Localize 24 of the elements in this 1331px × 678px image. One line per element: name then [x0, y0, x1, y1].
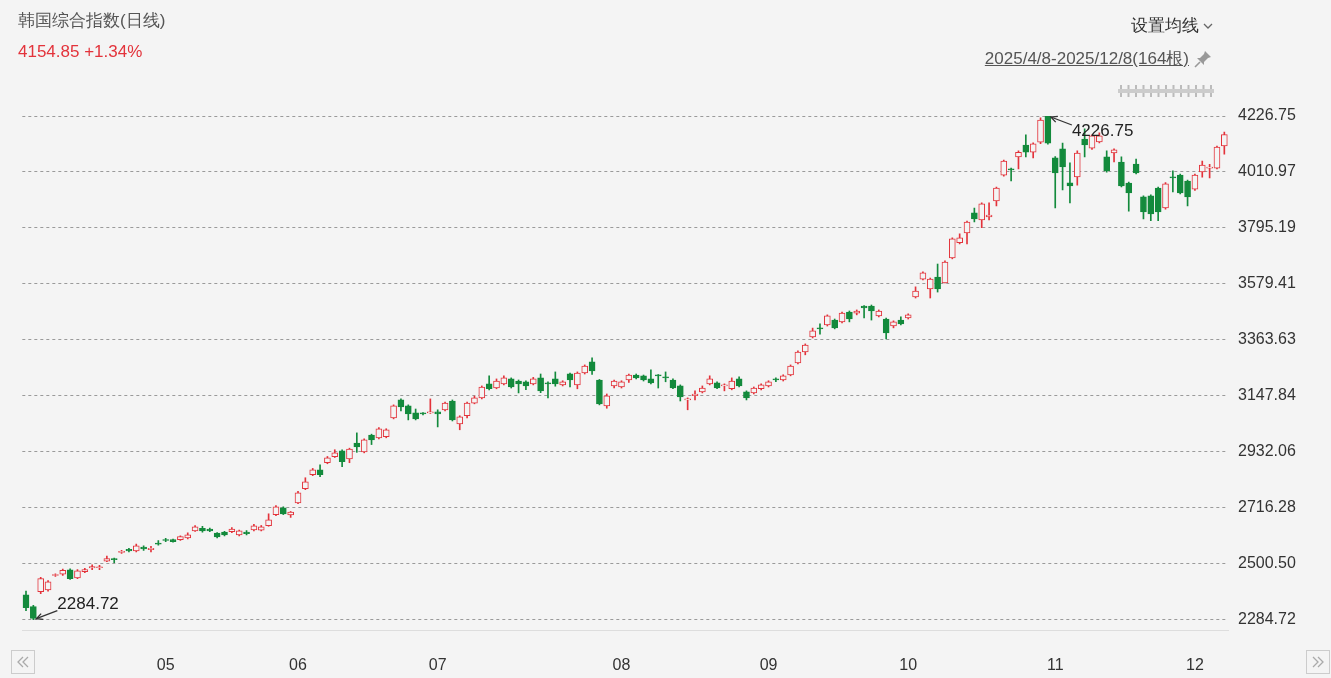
text: 设置均线 [1131, 15, 1199, 37]
y-tick-label: 2284.72 [1238, 610, 1296, 628]
y-tick-label: 2932.06 [1238, 442, 1296, 460]
annotation: 4226.75 [1071, 120, 1134, 140]
y-tick-label: 3363.63 [1238, 330, 1296, 348]
x-tick-label: 12 [1186, 656, 1204, 674]
y-tick-label: 2500.50 [1238, 554, 1296, 572]
text: 2025/4/8-2025/12/8(164根) [984, 48, 1189, 70]
y-tick-label: 4010.97 [1238, 162, 1296, 180]
x-tick-label: 11 [1046, 656, 1064, 674]
y-tick-label: 3579.41 [1238, 274, 1296, 292]
y-tick-label: 4226.75 [1238, 106, 1296, 124]
y-tick-label: 2716.28 [1238, 498, 1296, 516]
x-tick-label: 06 [289, 656, 308, 674]
x-tick-label: 09 [759, 656, 778, 674]
x-tick-label: 08 [612, 656, 631, 674]
y-tick-label: 3795.19 [1238, 218, 1296, 236]
chart-subtitle: 4154.85 +1.34% [18, 42, 143, 62]
annotation: 2284.72 [57, 594, 119, 614]
x-tick-label: 10 [899, 656, 918, 674]
y-tick-label: 3147.84 [1238, 386, 1296, 404]
chart-title: 韩国综合指数(日线) [18, 10, 166, 32]
x-tick-label: 07 [428, 656, 447, 674]
x-tick-label: 05 [156, 656, 175, 674]
